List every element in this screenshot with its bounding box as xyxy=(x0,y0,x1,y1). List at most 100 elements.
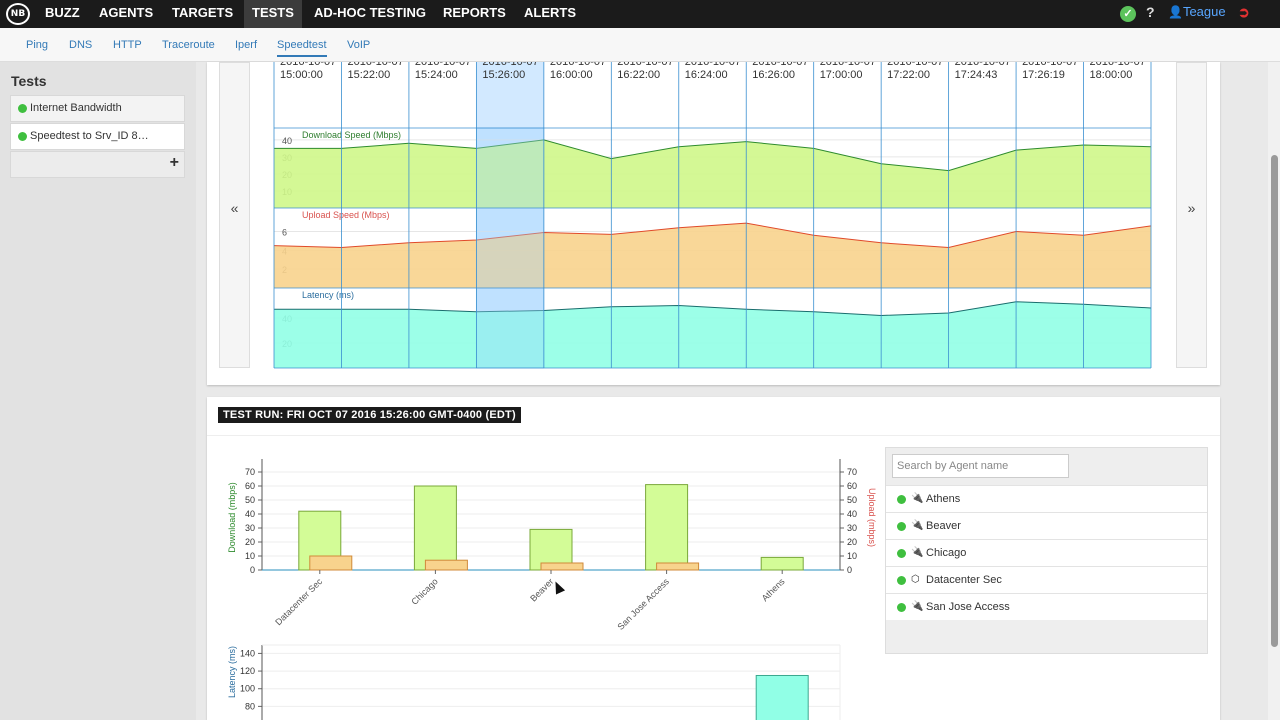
agent-list-panel: 🔌 Athens 🔌 Beaver 🔌 Chicago ⬡ Datacenter… xyxy=(885,447,1208,654)
plug-icon: 🔌 xyxy=(911,493,924,504)
plus-icon: + xyxy=(169,154,179,171)
nav-alerts[interactable]: ALERTS xyxy=(524,5,576,20)
subnav-ping[interactable]: Ping xyxy=(26,39,49,51)
selected-column-overlay xyxy=(476,127,545,369)
user-name: Teague xyxy=(1182,4,1226,19)
timeline-column-time: 15:00:00 xyxy=(280,69,323,81)
timeline-column-date: 2016-10-07 xyxy=(482,62,538,68)
y-tick-label: 40 xyxy=(282,136,292,146)
page-scrollbar-thumb[interactable] xyxy=(1271,155,1278,647)
agent-row-san-jose-access[interactable]: 🔌 San Jose Access xyxy=(886,593,1207,620)
upload-bar xyxy=(540,562,584,571)
agent-name: San Jose Access xyxy=(926,601,1010,613)
y-tick-label: 10 xyxy=(245,551,255,561)
user-icon: 👤 xyxy=(1168,5,1183,19)
y-tick-label: 6 xyxy=(282,228,287,238)
upload-bar xyxy=(309,555,353,571)
add-test-button[interactable]: + xyxy=(10,151,185,178)
timeline-charts[interactable]: 2016-10-0715:00:002016-10-0715:22:002016… xyxy=(207,62,1220,385)
agent-row-beaver[interactable]: 🔌 Beaver xyxy=(886,512,1207,539)
timeline-column-date: 2016-10-07 xyxy=(820,62,876,68)
y-tick-label: 40 xyxy=(245,509,255,519)
timeline-column-date: 2016-10-07 xyxy=(887,62,943,68)
subnav-traceroute[interactable]: Traceroute xyxy=(162,39,215,51)
timeline-column-time: 16:24:00 xyxy=(685,69,728,81)
timeline-column-time: 17:22:00 xyxy=(887,69,930,81)
status-ok-dot-icon xyxy=(897,576,906,585)
agent-row-chicago[interactable]: 🔌 Chicago xyxy=(886,539,1207,566)
y2-tick-label: 50 xyxy=(847,495,857,505)
check-circle-icon[interactable]: ✓ xyxy=(1120,6,1136,22)
y2-tick-label: 0 xyxy=(847,565,852,575)
y2-tick-label: 70 xyxy=(847,467,857,477)
subnav-speedtest[interactable]: Speedtest xyxy=(277,39,327,57)
test-item-internet-bandwidth[interactable]: Internet Bandwidth xyxy=(10,95,185,122)
timeline-column-time: 18:00:00 xyxy=(1090,69,1133,81)
agent-row-datacenter-sec[interactable]: ⬡ Datacenter Sec xyxy=(886,566,1207,593)
y-tick-label: 50 xyxy=(245,495,255,505)
help-icon[interactable]: ? xyxy=(1146,4,1155,20)
logout-icon[interactable]: ➲ xyxy=(1238,4,1250,20)
series-line xyxy=(274,301,1152,317)
nav-tests[interactable]: TESTS xyxy=(244,0,302,28)
x-tick-label: Datacenter Sec xyxy=(273,576,324,627)
timeline-column-date: 2016-10-07 xyxy=(280,62,336,68)
agent-name: Chicago xyxy=(926,547,967,559)
test-run-title: TEST RUN: FRI OCT 07 2016 15:26:00 GMT-0… xyxy=(218,407,521,423)
nb-logo[interactable]: NB xyxy=(6,3,30,25)
download-bar xyxy=(760,556,804,571)
agent-name: Beaver xyxy=(926,520,961,532)
user-menu[interactable]: 👤Teague xyxy=(1168,4,1226,19)
timeline-column-date: 2016-10-07 xyxy=(1090,62,1146,68)
subnav-iperf[interactable]: Iperf xyxy=(235,39,258,51)
subnav-voip[interactable]: VoIP xyxy=(347,39,371,51)
nav-buzz[interactable]: BUZZ xyxy=(45,5,80,20)
y-tick-label: 0 xyxy=(250,565,255,575)
timeline-next-button[interactable]: » xyxy=(1176,62,1207,368)
subnav-http[interactable]: HTTP xyxy=(113,39,142,51)
chart-label: Download Speed (Mbps) xyxy=(302,130,401,140)
subnav-dns[interactable]: DNS xyxy=(69,39,93,51)
nav-ad-hoc-testing[interactable]: AD-HOC TESTING xyxy=(314,5,426,20)
series-line xyxy=(273,222,1152,249)
agent-name: Datacenter Sec xyxy=(926,574,1002,586)
y-tick-label: 100 xyxy=(240,684,255,694)
sidebar-title: Tests xyxy=(11,73,47,89)
timeline-panel: « » 2016-10-07 15:00:00 2016-10-07 15:22:00… xyxy=(207,62,1220,385)
timeline-column-time: 17:24:43 xyxy=(955,69,998,81)
test-item-speedtest[interactable]: Speedtest to Srv_ID 8… xyxy=(10,123,185,150)
timeline-prev-button[interactable]: « xyxy=(219,62,250,368)
test-item-label: Speedtest to Srv_ID 8… xyxy=(30,130,149,142)
y-tick-label: 30 xyxy=(245,523,255,533)
y-axis-label: Latency (ms) xyxy=(227,646,237,698)
agent-search-input[interactable] xyxy=(892,454,1069,478)
timeline-column-date: 2016-10-07 xyxy=(347,62,403,68)
y-tick-label: 70 xyxy=(245,467,255,477)
nav-reports[interactable]: REPORTS xyxy=(443,5,506,20)
series-area xyxy=(274,301,1151,368)
nav-agents[interactable]: AGENTS xyxy=(99,5,154,20)
chart-label: Latency (ms) xyxy=(302,290,354,300)
status-ok-dot-icon xyxy=(897,522,906,531)
timeline-column-date: 2016-10-07 xyxy=(550,62,606,68)
timeline-column-date: 2016-10-07 xyxy=(685,62,741,68)
latency-bar xyxy=(755,674,809,720)
agent-name: Athens xyxy=(926,493,961,505)
timeline-column-time: 16:26:00 xyxy=(752,69,795,81)
test-type-subnav: Ping DNS HTTP Traceroute Iperf Speedtest… xyxy=(0,28,1280,62)
status-ok-dot-icon xyxy=(897,495,906,504)
timeline-column-date: 2016-10-07 xyxy=(617,62,673,68)
agent-bar-charts[interactable]: 0 10 20 30 40 50 60 70 0 10 20 30 40 50 60 70 Download (… xyxy=(207,397,887,720)
y2-tick-label: 10 xyxy=(847,551,857,561)
download-bar xyxy=(645,484,689,571)
upload-bar xyxy=(424,559,468,571)
plug-icon: 🔌 xyxy=(911,601,924,612)
plug-icon: 🔌 xyxy=(911,520,924,531)
download-bar xyxy=(413,485,457,571)
agent-row-athens[interactable]: 🔌 Athens xyxy=(886,485,1207,512)
y2-tick-label: 30 xyxy=(847,523,857,533)
nav-targets[interactable]: TARGETS xyxy=(172,5,234,20)
status-ok-dot-icon xyxy=(897,603,906,612)
y-axis-label: Download (mbps) xyxy=(227,482,237,553)
timeline-column-date: 2016-10-07 xyxy=(752,62,808,68)
